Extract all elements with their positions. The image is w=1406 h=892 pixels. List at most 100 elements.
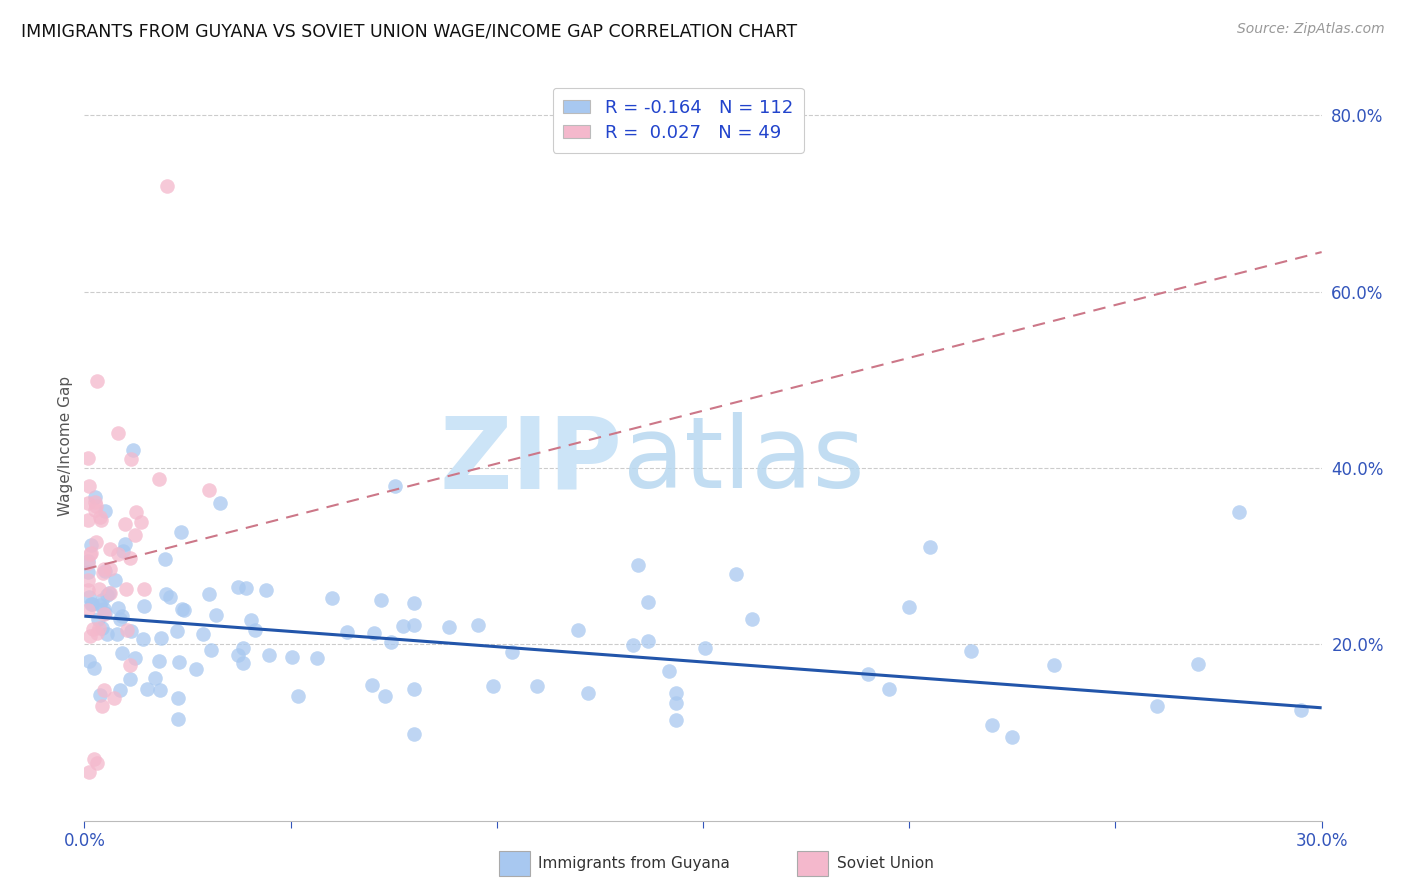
Point <box>404 681 426 696</box>
Text: Source: ZipAtlas.com: Source: ZipAtlas.com <box>1237 22 1385 37</box>
Point <box>336 625 359 640</box>
Point <box>77 590 100 604</box>
Point <box>107 547 129 561</box>
Point <box>111 544 134 558</box>
Point <box>305 650 328 665</box>
Point <box>89 688 111 702</box>
Point <box>86 625 108 640</box>
Point <box>235 581 257 595</box>
Point <box>1042 657 1064 672</box>
Point <box>86 756 108 771</box>
Point <box>173 603 195 617</box>
Point <box>87 582 110 596</box>
Point <box>143 671 166 685</box>
Point <box>79 630 101 644</box>
Point <box>111 646 134 660</box>
Point <box>1227 505 1250 519</box>
Point <box>77 574 100 588</box>
Point <box>103 690 125 705</box>
Point <box>898 599 921 614</box>
Point <box>226 581 249 595</box>
Point <box>84 491 107 505</box>
Point <box>93 602 115 616</box>
Point <box>149 682 172 697</box>
Point <box>89 621 111 635</box>
Point <box>204 607 226 622</box>
Point <box>98 586 121 600</box>
Text: atlas: atlas <box>623 412 865 509</box>
Point <box>86 375 108 389</box>
Point <box>108 611 131 625</box>
Point <box>77 554 100 568</box>
Point <box>77 513 100 527</box>
Point <box>361 678 384 692</box>
Point <box>321 591 343 605</box>
Point <box>91 698 114 713</box>
Point <box>93 562 115 576</box>
Point <box>89 510 111 524</box>
Y-axis label: Wage/Income Gap: Wage/Income Gap <box>58 376 73 516</box>
Point <box>170 602 193 616</box>
Point <box>380 635 402 649</box>
Point <box>107 425 129 440</box>
Point <box>167 713 190 727</box>
Text: Immigrants from Guyana: Immigrants from Guyana <box>538 856 730 871</box>
Point <box>576 686 599 700</box>
Point <box>96 627 118 641</box>
Point <box>84 499 107 513</box>
Point <box>77 654 100 668</box>
Point <box>114 582 136 596</box>
Point <box>96 588 118 602</box>
Point <box>131 515 153 529</box>
Point <box>170 524 193 539</box>
FancyBboxPatch shape <box>499 851 530 876</box>
Point <box>136 682 159 697</box>
Point <box>567 623 589 637</box>
Point <box>621 638 644 652</box>
Point <box>404 726 426 740</box>
Point <box>134 599 156 613</box>
Point <box>77 450 100 465</box>
Point <box>243 623 266 637</box>
Point <box>121 443 143 458</box>
Point <box>637 634 659 648</box>
Point <box>186 661 208 675</box>
Point <box>105 627 128 641</box>
Point <box>90 621 112 635</box>
Point <box>90 593 112 607</box>
Point <box>120 452 142 467</box>
Point <box>77 565 100 579</box>
Point <box>124 505 146 519</box>
Point <box>1289 703 1312 717</box>
Point <box>80 546 103 560</box>
Point <box>94 606 117 620</box>
Point <box>254 583 277 598</box>
Point <box>193 627 215 641</box>
Point <box>79 547 101 561</box>
Point <box>155 587 177 601</box>
Point <box>124 651 146 665</box>
Point <box>94 504 117 518</box>
Point <box>501 644 523 658</box>
Point <box>167 691 190 706</box>
Point <box>626 558 648 573</box>
Point <box>1146 699 1168 714</box>
Point <box>111 609 134 624</box>
Point <box>658 665 681 679</box>
Point <box>198 483 221 498</box>
Point <box>856 666 879 681</box>
Legend: R = -0.164   N = 112, R =  0.027   N = 49: R = -0.164 N = 112, R = 0.027 N = 49 <box>553 88 804 153</box>
Point <box>84 535 107 549</box>
Point <box>153 551 176 566</box>
Point <box>257 648 280 663</box>
Point <box>120 551 142 566</box>
Point <box>118 658 141 673</box>
Point <box>209 496 232 510</box>
Point <box>374 689 396 703</box>
Point <box>91 566 114 581</box>
Point <box>665 686 688 700</box>
Point <box>392 618 415 632</box>
Point <box>118 672 141 686</box>
Point <box>104 573 127 587</box>
Point <box>107 600 129 615</box>
